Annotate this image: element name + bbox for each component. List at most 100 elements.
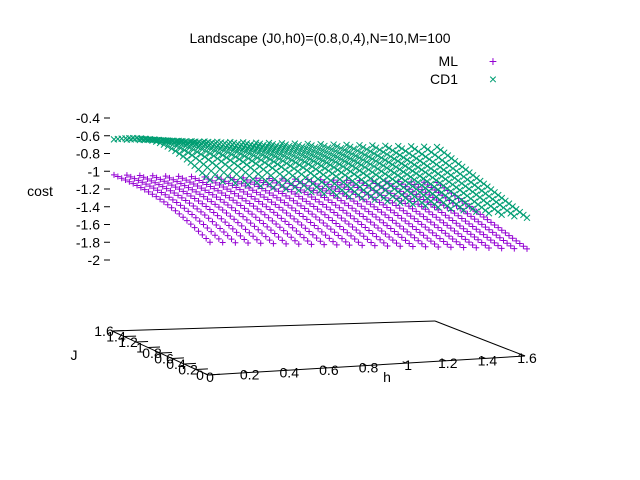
ml-point bbox=[467, 231, 474, 238]
ml-point bbox=[178, 194, 185, 201]
cd1-point bbox=[489, 195, 497, 203]
ml-point bbox=[215, 235, 222, 242]
cd1-point bbox=[505, 200, 513, 207]
cd1-point bbox=[407, 143, 415, 150]
ml-point bbox=[339, 235, 346, 242]
ml-point bbox=[377, 236, 384, 243]
cd1-point bbox=[473, 174, 480, 182]
ml-point bbox=[475, 218, 482, 225]
cd1-point bbox=[354, 147, 361, 155]
y-tick-label: 1.6 bbox=[94, 323, 114, 339]
cd1-point bbox=[452, 183, 460, 191]
cd1-point bbox=[379, 162, 387, 169]
ml-point bbox=[389, 199, 396, 206]
ml-point bbox=[302, 225, 309, 232]
ml-point bbox=[431, 204, 438, 211]
ml-point bbox=[249, 187, 256, 194]
ml-point bbox=[330, 209, 337, 216]
ml-point bbox=[262, 233, 269, 240]
ml-point bbox=[341, 200, 348, 207]
ml-point bbox=[292, 191, 299, 198]
cd1-point bbox=[429, 190, 436, 198]
ml-point bbox=[291, 237, 298, 244]
cd1-point bbox=[350, 145, 358, 153]
cd1-point bbox=[460, 189, 467, 197]
cd1-point bbox=[391, 185, 398, 193]
ml-point bbox=[299, 195, 306, 202]
ml-point bbox=[351, 215, 358, 222]
ml-point bbox=[177, 202, 184, 209]
ml-point bbox=[298, 222, 305, 229]
ml-point bbox=[233, 229, 240, 236]
ml-point bbox=[273, 221, 280, 228]
cd1-point bbox=[273, 142, 280, 149]
ml-point bbox=[315, 225, 322, 232]
ml-point bbox=[340, 207, 347, 214]
cd1-point bbox=[335, 149, 343, 157]
ml-point bbox=[409, 223, 416, 230]
ml-point bbox=[246, 229, 253, 236]
ml-point bbox=[186, 200, 193, 207]
cd1-point bbox=[494, 208, 502, 216]
ml-point bbox=[172, 207, 179, 214]
ml-point bbox=[293, 228, 300, 235]
ml-point bbox=[282, 192, 289, 199]
ml-point bbox=[149, 191, 156, 198]
ml-point bbox=[200, 221, 207, 228]
cd1-point bbox=[416, 157, 424, 165]
ml-point bbox=[266, 189, 273, 196]
cd1-point bbox=[323, 159, 330, 167]
ml-point bbox=[198, 185, 205, 192]
cd1-point bbox=[372, 157, 380, 165]
ml-point bbox=[224, 232, 231, 239]
ml-point bbox=[433, 214, 440, 221]
ml-point bbox=[358, 221, 365, 228]
ml-point bbox=[344, 229, 351, 236]
y-axis-ticks: 00.20.40.60.811.21.41.6 bbox=[94, 323, 220, 383]
ml-point bbox=[228, 204, 235, 211]
cd1-point bbox=[383, 179, 391, 187]
ml-point bbox=[451, 227, 458, 234]
ml-point bbox=[259, 201, 266, 208]
ml-point bbox=[498, 245, 505, 252]
cd1-point bbox=[317, 140, 325, 148]
cd1-point bbox=[485, 192, 493, 200]
cd1-point bbox=[503, 207, 511, 214]
ml-point bbox=[485, 245, 492, 252]
ml-point bbox=[295, 193, 302, 200]
ml-point bbox=[194, 205, 201, 212]
ml-point bbox=[371, 242, 378, 249]
cd1-point bbox=[260, 165, 267, 173]
cd1-point bbox=[402, 147, 409, 155]
ml-point bbox=[247, 220, 254, 227]
y-tick-mark bbox=[207, 373, 220, 376]
cd1-point bbox=[421, 168, 429, 176]
ml-point bbox=[295, 241, 302, 248]
ml-point bbox=[373, 233, 380, 240]
cd1-point bbox=[275, 155, 283, 163]
ml-point bbox=[168, 182, 175, 189]
ml-point bbox=[462, 236, 469, 243]
ml-point bbox=[171, 190, 178, 197]
ml-point bbox=[288, 234, 295, 241]
cd1-point bbox=[268, 151, 275, 159]
cd1-point bbox=[478, 187, 486, 195]
ml-point bbox=[185, 184, 192, 191]
ml-point bbox=[360, 233, 367, 240]
cd1-point bbox=[252, 139, 260, 147]
cd1-point bbox=[324, 154, 332, 162]
cd1-point bbox=[409, 152, 417, 160]
ml-point bbox=[438, 209, 445, 216]
ml-point bbox=[314, 189, 321, 196]
cd1-point bbox=[286, 142, 293, 150]
cd1-point bbox=[123, 136, 131, 144]
ml-point bbox=[229, 225, 236, 232]
legend-marker-ml: + bbox=[489, 53, 497, 69]
ml-point bbox=[300, 234, 307, 241]
cd1-point bbox=[294, 168, 302, 175]
cd1-point bbox=[299, 152, 306, 159]
ml-point bbox=[398, 234, 405, 241]
cd1-point bbox=[394, 157, 402, 165]
cd1-point bbox=[389, 175, 396, 183]
cd1-point bbox=[274, 160, 281, 168]
